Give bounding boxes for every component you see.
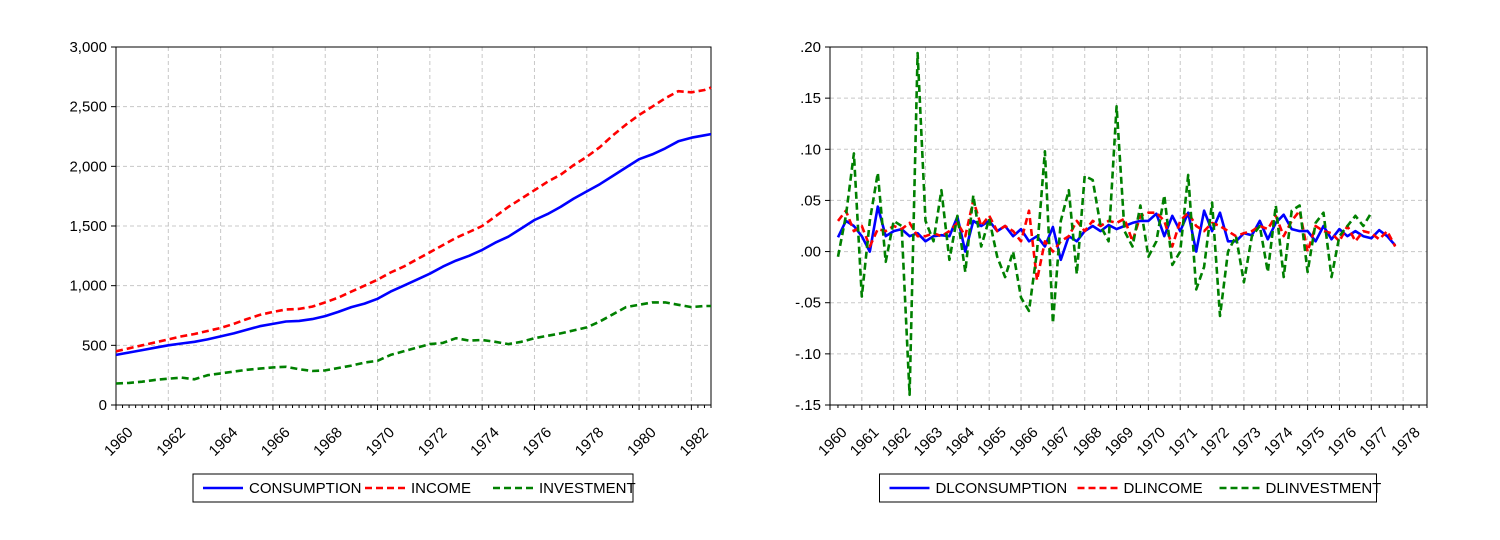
x-tick-label: 1977 [1356, 424, 1392, 460]
x-tick-label: 1971 [1165, 424, 1201, 460]
y-tick-label: 0 [99, 397, 107, 414]
x-tick-label: 1960 [815, 424, 851, 460]
y-tick-label: 500 [82, 337, 107, 354]
x-tick-label: 1968 [1070, 424, 1106, 460]
legend-label: INVESTMENT [539, 480, 636, 497]
chart-levels: 0 500 1,000 1,500 2,000 2,500 3,000 1960 1962 196… [69, 39, 712, 503]
y-tick-label: .00 [800, 244, 821, 261]
x-tick-label: 1982 [676, 424, 712, 460]
x-tick-label: 1962 [153, 424, 189, 460]
x-tick-label: 1968 [310, 424, 346, 460]
x-tick-label: 1964 [942, 424, 978, 460]
x-tick-label: 1978 [1388, 424, 1424, 460]
y-tick-label: .10 [800, 141, 821, 158]
x-tick-label: 1963 [911, 424, 947, 460]
x-tick-label: 1966 [1006, 424, 1042, 460]
y-tick-label: 2,000 [69, 158, 107, 175]
x-tick-label: 1978 [572, 424, 608, 460]
y-tick-label: .05 [800, 192, 821, 209]
y-tick-label: .15 [800, 90, 821, 107]
legend-label: DLCONSUMPTION [936, 480, 1068, 497]
y-tick-label: 1,000 [69, 278, 107, 295]
x-tick-label: 1961 [847, 424, 883, 460]
x-tick-label: 1980 [624, 424, 660, 460]
y-tick-label: .20 [800, 39, 821, 56]
series-line-income [115, 86, 712, 353]
x-tick-label: 1973 [1229, 424, 1265, 460]
y-tick-label: -.10 [795, 346, 821, 363]
series-line-consumption [115, 132, 712, 357]
x-tick-label: 1967 [1038, 424, 1074, 460]
y-tick-label: 3,000 [69, 39, 107, 56]
x-tick-label: 1966 [258, 424, 294, 460]
x-tick-label: 1970 [1133, 424, 1169, 460]
x-tick-label: 1972 [415, 424, 451, 460]
x-tick-label: 1975 [1293, 424, 1329, 460]
series-line-dlinvestment [836, 51, 1373, 397]
x-tick-label: 1962 [879, 424, 915, 460]
x-tick-label: 1960 [101, 424, 137, 460]
x-tick-label: 1970 [363, 424, 399, 460]
x-tick-label: 1965 [974, 424, 1010, 460]
x-tick-label: 1976 [1324, 424, 1360, 460]
legend-box [192, 473, 634, 503]
x-tick-label: 1964 [206, 424, 242, 460]
plot-frame [829, 46, 1428, 406]
y-tick-label: 2,500 [69, 99, 107, 116]
legend-box [879, 473, 1377, 503]
legend-label: DLINVESTMENT [1266, 480, 1382, 497]
y-tick-label: 1,500 [69, 218, 107, 235]
legend-label: INCOME [411, 480, 471, 497]
plot-frame [115, 46, 712, 406]
x-tick-label: 1972 [1197, 424, 1233, 460]
x-tick-label: 1969 [1102, 424, 1138, 460]
x-tick-label: 1974 [467, 424, 503, 460]
legend-label: CONSUMPTION [249, 480, 362, 497]
y-tick-label: -.05 [795, 295, 821, 312]
x-tick-label: 1976 [519, 424, 555, 460]
series-line-dlconsumption [836, 205, 1397, 262]
legend-label: DLINCOME [1124, 480, 1203, 497]
y-tick-label: -.15 [795, 397, 821, 414]
x-tick-label: 1974 [1261, 424, 1297, 460]
chart-log-differences: -.15-.10-.05.00.05.10.15.201960196119621… [795, 39, 1428, 503]
series-line-investment [115, 301, 711, 385]
